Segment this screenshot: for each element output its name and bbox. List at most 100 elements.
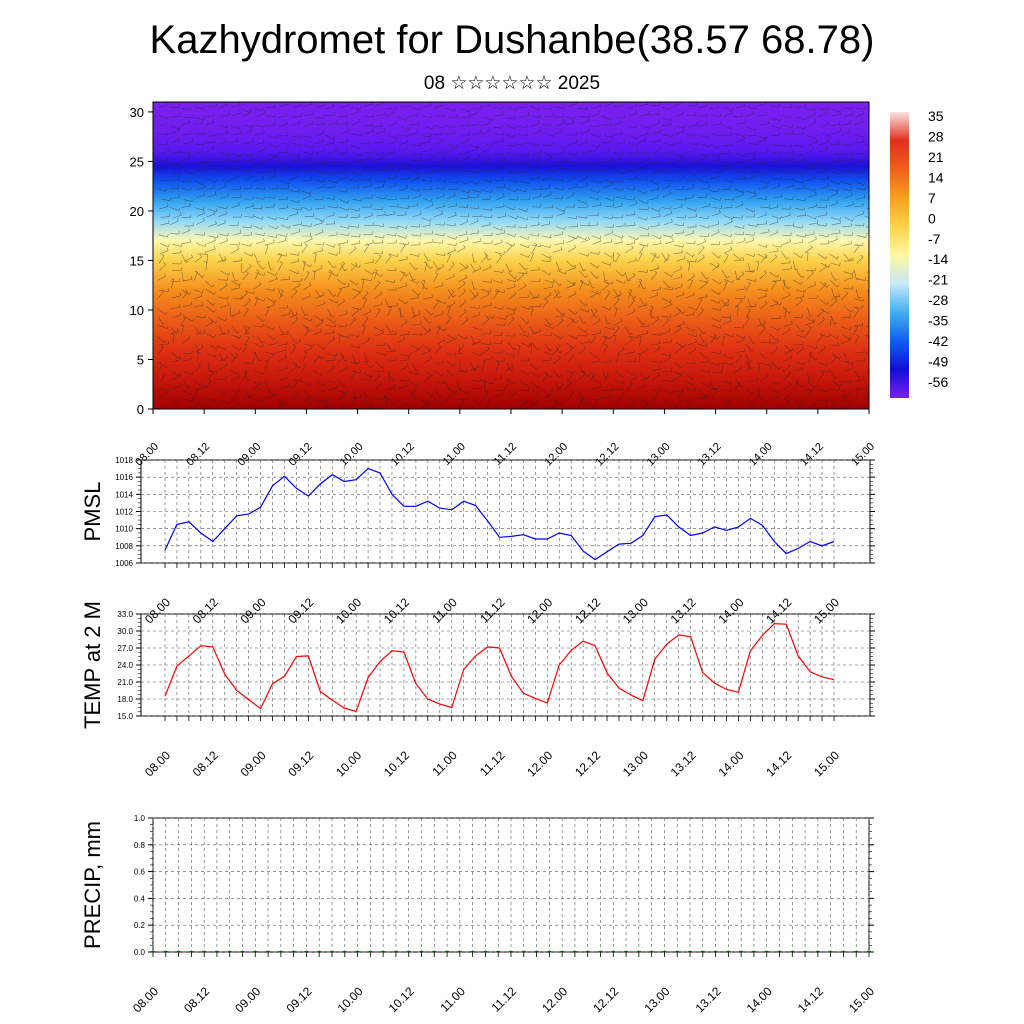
panel3-bar — [393, 951, 398, 952]
crosssection-ytick-label: 5 — [137, 352, 144, 367]
panel1-ytick-label: 1010 — [115, 525, 133, 534]
panel2-ytick-label: 18.0 — [117, 695, 133, 704]
panel3-ytick-label: 0.8 — [134, 841, 146, 850]
crosssection-ytick-label: 30 — [130, 105, 144, 120]
panel3-bar — [342, 951, 347, 952]
panel1-ytick-label: 1016 — [115, 473, 133, 482]
panel3-bar — [611, 951, 616, 952]
chart-subtitle: 08 ☆☆☆☆☆☆ 2025 — [423, 73, 601, 94]
panel1-ytick-label: 1012 — [115, 508, 133, 517]
panel2-ytick-label: 33.0 — [117, 610, 133, 619]
panel3-bar — [470, 951, 475, 952]
panel2-xtick-label: 14.12 — [763, 748, 794, 779]
panel3-ytick-label: 0.0 — [134, 948, 146, 957]
panel3-bar — [751, 951, 756, 952]
panel1-ytick-label: 1006 — [115, 559, 133, 568]
panel3-bar — [636, 951, 641, 952]
panel1-xtick-label: 12.00 — [524, 595, 555, 626]
panel3-bar — [662, 951, 667, 952]
crosssection-ytick-label: 10 — [130, 303, 144, 318]
temperature-field — [153, 102, 869, 409]
panel3-bar — [700, 951, 705, 952]
panel2-xtick-label: 10.00 — [333, 748, 364, 779]
panel3-bar — [649, 951, 654, 952]
panel3-bar — [291, 951, 296, 952]
panel3-xtick-label: 08.12 — [181, 984, 212, 1015]
panel1-xtick-label: 15.00 — [811, 595, 842, 626]
crosssection-xtick-label: 08.00 — [133, 441, 161, 469]
panel3-bar — [355, 951, 360, 952]
panel3-bar — [317, 951, 322, 952]
panel3-xtick-label: 12.00 — [539, 984, 570, 1015]
panel3-ylabel: PRECIP, mm — [80, 821, 105, 949]
panel3-bar — [624, 951, 629, 952]
panel3-bar — [726, 951, 731, 952]
panel1-ytick-label: 1018 — [115, 456, 133, 465]
colorbar-label: -42 — [928, 333, 948, 349]
panel3-bar — [713, 951, 718, 952]
colorbar-label: -21 — [928, 272, 948, 288]
panel3-xtick-label: 10.12 — [386, 984, 417, 1015]
panel3-bar — [572, 951, 577, 952]
panel2-ytick-label: 27.0 — [117, 644, 133, 653]
panel3-bar — [777, 951, 782, 952]
panel3-ytick-label: 1.0 — [134, 814, 146, 823]
panel3-bar — [266, 951, 271, 952]
crosssection-ytick-label: 15 — [130, 253, 144, 268]
colorbar — [890, 112, 909, 398]
panel3-xtick-label: 09.12 — [283, 984, 314, 1015]
panel3-bar — [790, 951, 795, 952]
panel1-xtick-label: 14.12 — [763, 595, 794, 626]
panel1-xtick-label: 10.00 — [333, 595, 364, 626]
panel3-bar — [240, 951, 245, 952]
panel2-xtick-label: 14.00 — [715, 748, 746, 779]
panel2-ytick-label: 15.0 — [117, 712, 133, 721]
panel2-xtick-label: 12.00 — [524, 748, 555, 779]
panel3-bar — [457, 951, 462, 952]
crosssection-xtick-label: 12.12 — [593, 441, 621, 469]
colorbar-label: -7 — [928, 231, 941, 247]
panel3-bar — [381, 951, 386, 952]
panel3-xtick-label: 11.00 — [437, 984, 468, 1015]
panel3-bar — [483, 951, 488, 952]
panel3-bar — [151, 951, 155, 952]
colorbar-label: 28 — [928, 128, 944, 144]
panel2-xtick-label: 11.00 — [429, 748, 460, 779]
panel2-xtick-label: 08.12 — [190, 748, 221, 779]
panel3-bar — [496, 951, 501, 952]
colorbar-label: -28 — [928, 292, 948, 308]
panel1-xtick-label: 11.00 — [429, 595, 460, 626]
panel3-xtick-label: 14.00 — [744, 984, 775, 1015]
panel3-bar — [330, 951, 334, 952]
colorbar-label: -14 — [928, 251, 948, 267]
panel3-bar — [368, 951, 373, 952]
wind-barbs — [157, 102, 869, 409]
crosssection-xtick-label: 11.00 — [441, 441, 468, 468]
colorbar-label: 14 — [928, 169, 944, 185]
panel3-bar — [202, 951, 207, 952]
crosssection-xtick-label: 09.00 — [235, 441, 263, 469]
crosssection-ytick-label: 20 — [130, 204, 144, 219]
panel3-bar — [841, 951, 846, 952]
panel1-xtick-label: 10.12 — [381, 595, 412, 626]
panel1-ylabel: PMSL — [80, 482, 105, 542]
panel3-bar — [534, 951, 539, 952]
panel3-bar — [445, 951, 450, 952]
panel3-bar — [227, 951, 232, 952]
panel3-bar — [585, 951, 590, 952]
panel1-xtick-label: 08.12 — [190, 595, 221, 626]
crosssection-xtick-label: 14.12 — [798, 441, 826, 469]
panel2-xtick-label: 13.00 — [620, 748, 651, 779]
panel2-ytick-label: 24.0 — [117, 661, 133, 670]
panel3-ytick-label: 0.2 — [134, 921, 146, 930]
crosssection-xtick-label: 08.12 — [184, 441, 212, 469]
panel3-ytick-label: 0.6 — [134, 868, 146, 877]
colorbar-label: -35 — [928, 313, 948, 329]
panel2-xtick-label: 10.12 — [381, 748, 412, 779]
crosssection-xtick-label: 10.12 — [389, 441, 417, 469]
panel3-bar — [815, 951, 820, 952]
crosssection-ytick-label: 0 — [137, 402, 144, 417]
crosssection-xtick-label: 13.00 — [645, 441, 673, 469]
colorbar-label: -56 — [928, 374, 948, 390]
